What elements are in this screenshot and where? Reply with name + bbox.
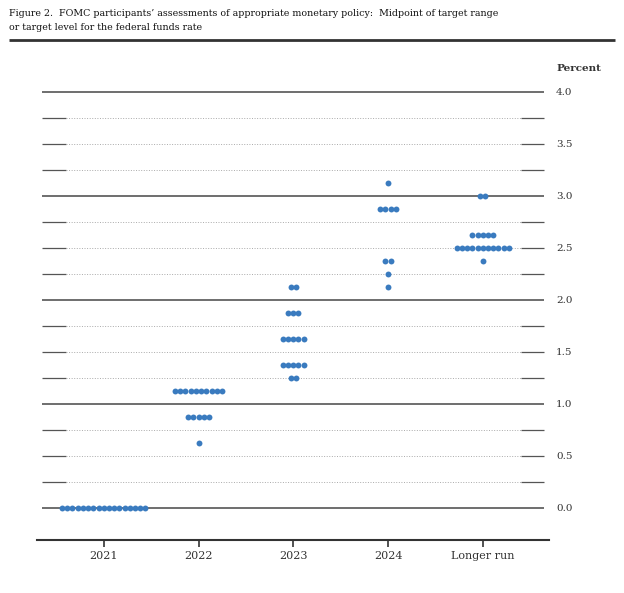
Point [114,503,124,513]
Point [483,244,493,253]
Point [452,244,462,253]
Point [383,269,393,279]
Text: 1.5: 1.5 [556,347,573,357]
Point [391,205,401,214]
Point [293,334,303,344]
Point [283,361,293,370]
Point [125,503,135,513]
Point [217,387,227,396]
Point [288,308,298,318]
Point [120,503,130,513]
Point [196,387,206,396]
Point [299,334,309,344]
Point [494,244,504,253]
Text: 1.0: 1.0 [556,400,573,409]
Text: Percent: Percent [556,63,601,72]
Point [286,374,296,383]
Point [457,244,467,253]
Point [291,374,301,383]
Point [467,244,477,253]
Point [383,282,393,292]
Point [504,244,514,253]
Point [175,387,185,396]
Point [293,308,303,318]
Point [130,503,140,513]
Point [193,413,203,422]
Point [375,205,385,214]
Point [288,334,298,344]
Point [381,256,391,266]
Point [299,361,309,370]
Point [286,282,296,292]
Point [180,387,190,396]
Point [472,231,482,240]
Point [193,439,203,448]
Point [140,503,150,513]
Point [386,205,396,214]
Point [283,308,293,318]
Point [188,413,198,422]
Point [291,282,301,292]
Point [57,503,67,513]
Text: 2.0: 2.0 [556,296,573,305]
Point [83,503,93,513]
Point [480,192,490,201]
Point [104,503,114,513]
Point [499,244,509,253]
Point [478,231,488,240]
Point [383,178,393,188]
Text: 0.5: 0.5 [556,452,573,461]
Point [198,413,208,422]
Point [94,503,104,513]
Point [186,387,196,396]
Text: or target level for the federal funds rate: or target level for the federal funds ra… [9,23,202,31]
Point [283,334,293,344]
Point [62,503,72,513]
Point [78,503,88,513]
Point [207,387,217,396]
Point [135,503,145,513]
Point [183,413,193,422]
Text: 0.0: 0.0 [556,504,573,513]
Point [475,192,485,201]
Point [212,387,222,396]
Text: 3.0: 3.0 [556,192,573,200]
Point [483,231,493,240]
Point [293,361,303,370]
Text: 4.0: 4.0 [556,88,573,97]
Point [288,361,298,370]
Point [73,503,83,513]
Point [278,334,288,344]
Point [170,387,180,396]
Text: 2.5: 2.5 [556,244,573,253]
Point [478,256,488,266]
Point [89,503,99,513]
Point [109,503,119,513]
Point [204,413,214,422]
Text: Figure 2.  FOMC participants’ assessments of appropriate monetary policy:  Midpo: Figure 2. FOMC participants’ assessments… [9,9,499,18]
Point [488,231,498,240]
Point [67,503,77,513]
Point [99,503,109,513]
Text: 3.5: 3.5 [556,139,573,149]
Point [386,256,396,266]
Point [472,244,482,253]
Point [278,361,288,370]
Point [381,205,391,214]
Point [467,231,477,240]
Point [462,244,472,253]
Point [191,387,201,396]
Point [478,244,488,253]
Point [202,387,212,396]
Point [488,244,498,253]
